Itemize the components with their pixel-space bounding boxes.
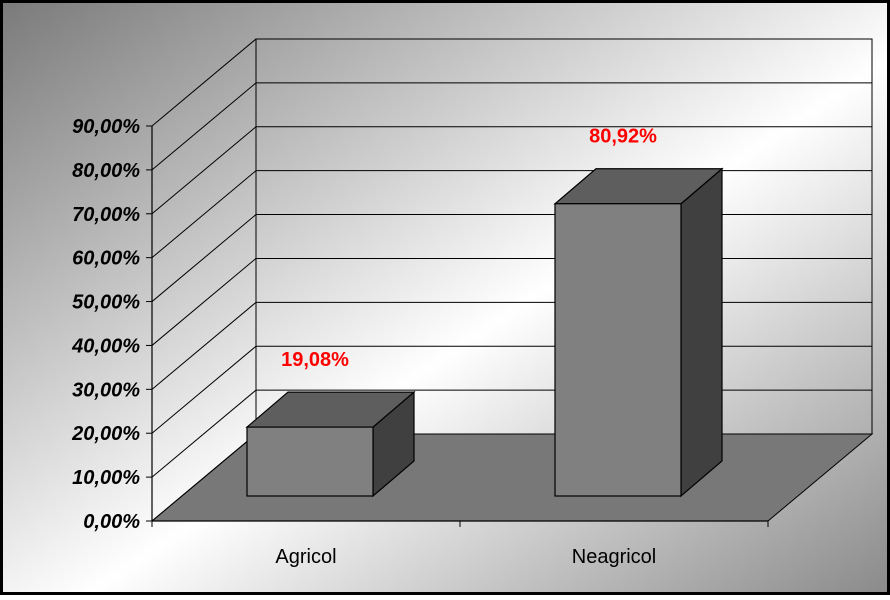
gridline-side [151,126,257,215]
data-labels: 19,08% 80,92% [281,126,657,371]
gridline-side [151,345,257,434]
y-tick-label: 30,00% [72,379,140,401]
y-tick-label: 0,00% [83,511,140,533]
bar-front [246,426,374,497]
x-category-label: Neagricol [572,546,656,568]
y-tick-label: 40,00% [71,335,140,357]
gridline-side [151,214,257,302]
gridline-side [151,301,257,390]
bar [553,167,724,498]
bar-side [680,167,723,498]
gridline-side [151,258,257,346]
data-label: 80,92% [589,126,657,148]
y-tick-label: 50,00% [72,292,140,314]
gridline-side [151,82,257,171]
y-tick-label: 20,00% [71,423,140,445]
bar [245,390,416,498]
y-tick-label: 60,00% [72,248,140,270]
axes [146,125,769,527]
x-axis-category-labels: Agricol Neagricol [275,546,656,568]
gridline-side [151,170,257,259]
gridline-side [151,38,257,127]
data-label: 19,08% [281,349,349,371]
x-category-label: Agricol [275,546,336,568]
gridline-side [151,389,257,478]
y-tick-label: 10,00% [72,467,140,489]
y-tick-label: 80,00% [72,160,140,182]
y-tick-label: 70,00% [72,204,140,226]
y-axis-tick-labels: 0,00% 10,00% 20,00% 30,00% 40,00% 50,00% 60,00… [71,116,140,533]
bars [245,167,724,498]
bar-front [554,203,682,497]
gridline-side [151,433,257,522]
y-tick-label: 90,00% [72,116,140,138]
